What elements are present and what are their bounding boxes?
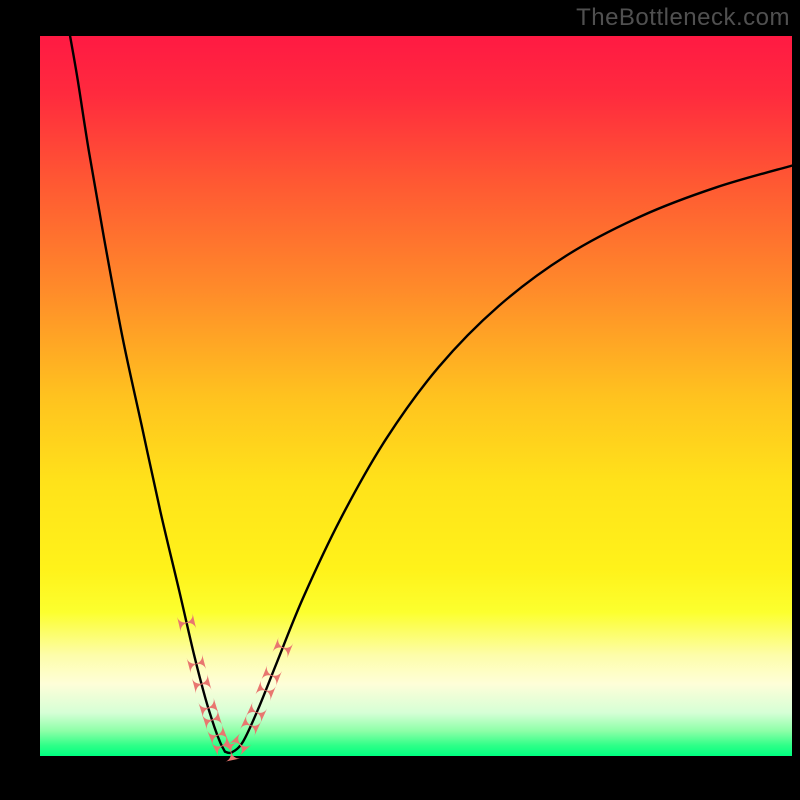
watermark-text: TheBottleneck.com — [576, 4, 790, 32]
outer-frame: TheBottleneck.com — [0, 0, 800, 800]
plot-area — [40, 36, 792, 756]
chart-svg — [40, 36, 792, 756]
